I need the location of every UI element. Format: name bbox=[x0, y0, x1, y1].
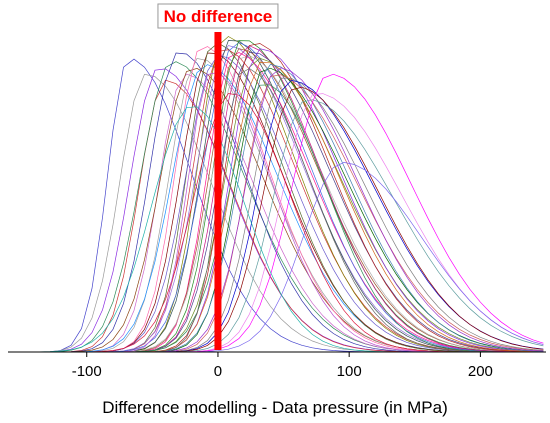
density-curve-3 bbox=[8, 68, 544, 353]
density-curve-34 bbox=[8, 77, 544, 353]
density-curve-23 bbox=[8, 55, 544, 353]
no-difference-callout: No difference bbox=[157, 3, 279, 29]
density-curve-41 bbox=[8, 106, 544, 353]
density-curve-39 bbox=[8, 73, 544, 353]
density-curve-38 bbox=[8, 93, 544, 353]
x-tick-label: 100 bbox=[337, 363, 362, 380]
callout-box bbox=[157, 3, 279, 29]
density-curve-44 bbox=[8, 72, 544, 353]
density-curves bbox=[8, 36, 544, 353]
density-curve-7 bbox=[8, 73, 544, 353]
x-axis-title: Difference modelling - Data pressure (in… bbox=[102, 398, 448, 417]
x-tick-label: 200 bbox=[468, 363, 493, 380]
density-curve-27 bbox=[8, 57, 544, 353]
density-curve-40 bbox=[8, 162, 544, 353]
density-curve-1 bbox=[8, 58, 544, 353]
density-curve-9 bbox=[8, 57, 544, 353]
density-curve-2 bbox=[8, 73, 544, 353]
density-curve-22 bbox=[8, 40, 544, 353]
x-axis-ticks: -100 0 100 200 bbox=[72, 352, 493, 380]
x-tick-label: 0 bbox=[214, 363, 222, 380]
density-curve-32 bbox=[8, 74, 544, 353]
callout-text: No difference bbox=[164, 7, 273, 26]
x-tick-label: -100 bbox=[72, 363, 102, 380]
density-curve-18 bbox=[8, 40, 544, 353]
density-curve-43 bbox=[8, 84, 544, 353]
